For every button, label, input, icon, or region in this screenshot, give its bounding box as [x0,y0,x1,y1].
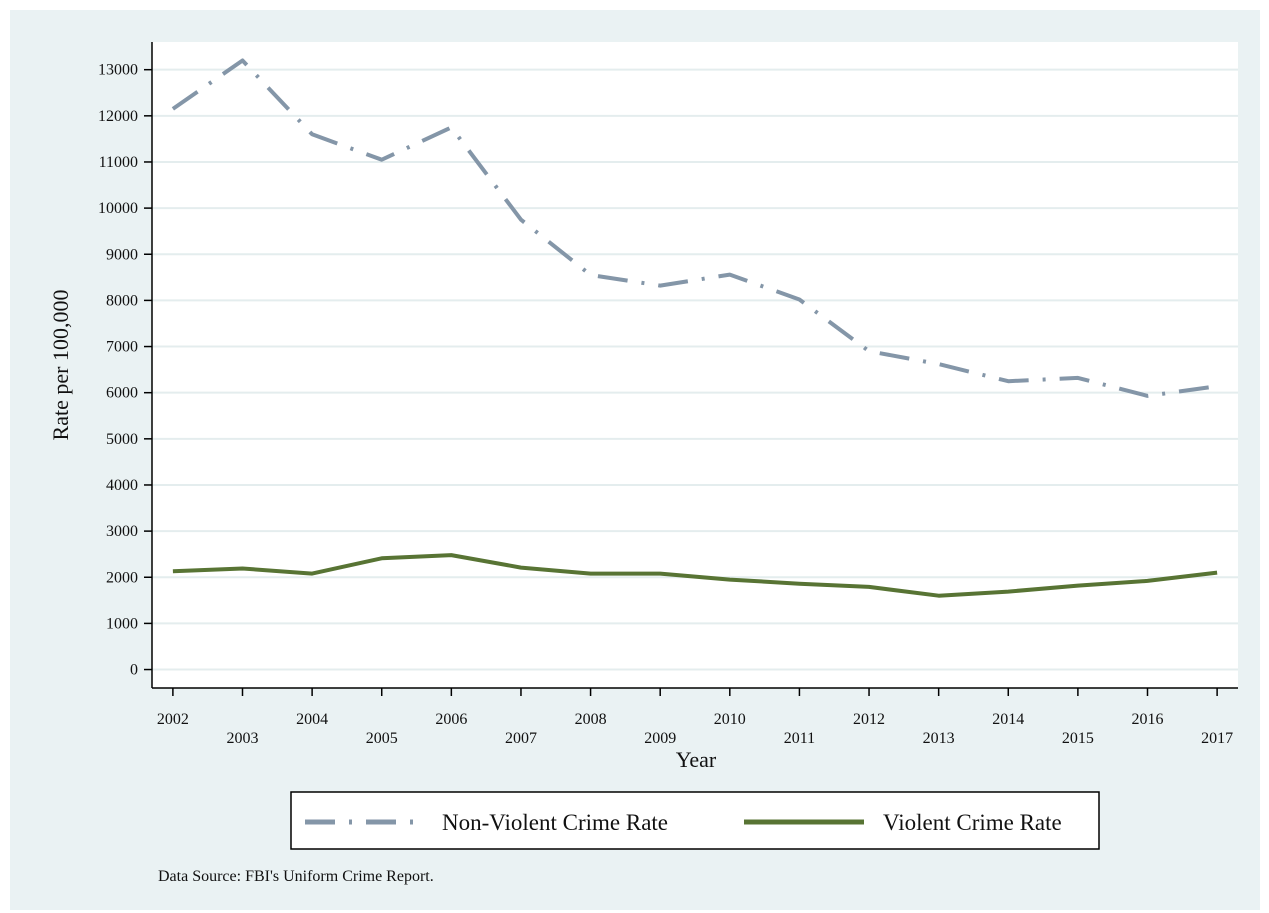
y-tick-label: 3000 [106,523,138,540]
y-tick-label: 7000 [106,339,138,356]
y-axis-title: Rate per 100,000 [48,290,73,441]
data-source-note: Data Source: FBI's Uniform Crime Report. [158,868,434,885]
x-tick-label: 2012 [853,711,885,728]
y-tick-label: 0 [130,662,138,679]
y-tick-label: 10000 [98,200,138,217]
x-tick-label: 2010 [714,711,746,728]
x-tick-label: 2004 [296,711,328,728]
legend-box [290,791,1100,850]
x-tick-label: 2008 [575,711,607,728]
y-tick-label: 6000 [106,385,138,402]
series-lines [171,58,1218,598]
x-tick-label: 2003 [227,730,259,747]
chart-frame: 0 1000 2000 3000 4000 5000 6000 7000 8000 9000 100… [10,10,1260,910]
line-chart: 0 1000 2000 3000 4000 5000 6000 7000 8000 9000 100… [48,42,1238,885]
legend-label-non-violent: Non-Violent Crime Rate [442,810,668,835]
legend: Non-Violent Crime Rate Violent Crime Rat… [290,791,1100,850]
y-tick-label: 1000 [106,615,138,632]
x-axis-title: Year [676,747,717,772]
x-tick-label: 2016 [1132,711,1164,728]
x-tick-label: 2013 [923,730,955,747]
grid-lines [152,68,1238,671]
x-tick-label: 2014 [992,711,1024,728]
y-tick-label: 5000 [106,431,138,448]
x-tick-label: 2007 [505,730,537,747]
x-axis-ticks: 2002 2003 2004 2005 2006 2007 2008 2009 2010 2011… [157,688,1233,747]
y-tick-label: 13000 [98,62,138,79]
y-tick-label: 8000 [106,292,138,309]
x-tick-label: 2009 [644,730,676,747]
x-tick-label: 2006 [435,711,467,728]
plot-area [152,42,1238,688]
y-tick-label: 4000 [106,477,138,494]
y-axis-ticks: 0 1000 2000 3000 4000 5000 6000 7000 8000 9000 100… [98,62,152,679]
y-tick-label: 12000 [98,108,138,125]
x-tick-label: 2015 [1062,730,1094,747]
y-tick-label: 11000 [99,154,138,171]
x-tick-label: 2002 [157,711,189,728]
series-line-1 [172,553,1218,598]
x-tick-label: 2011 [784,730,815,747]
y-tick-label: 9000 [106,246,138,263]
legend-label-violent: Violent Crime Rate [883,810,1062,835]
y-tick-label: 2000 [106,569,138,586]
x-tick-label: 2005 [366,730,398,747]
series-line-0 [171,58,1218,398]
x-tick-label: 2017 [1201,730,1233,747]
